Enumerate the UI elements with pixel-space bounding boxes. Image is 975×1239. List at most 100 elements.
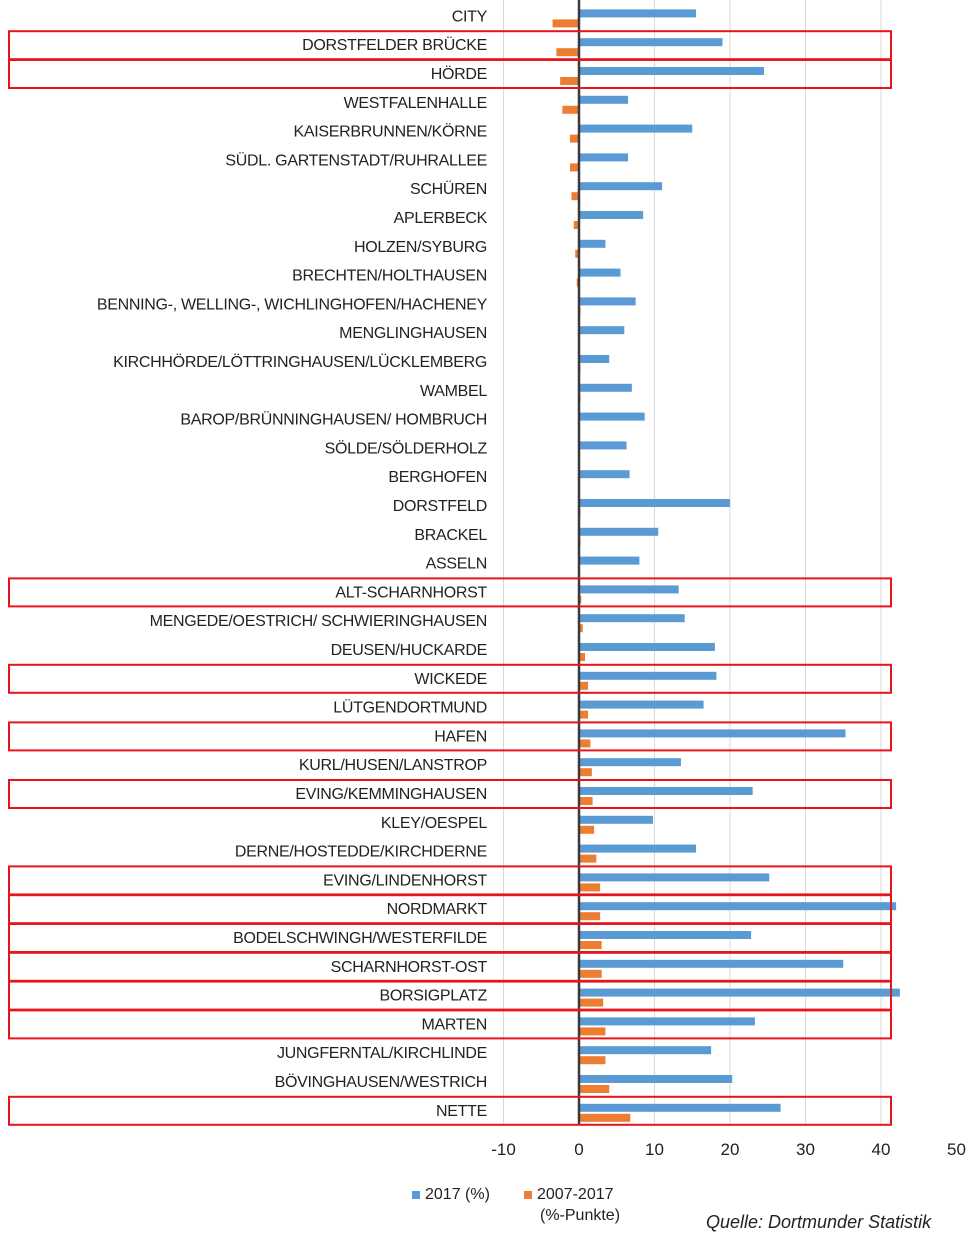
bar-change	[579, 883, 601, 892]
bar-change	[569, 134, 579, 143]
x-tick-label: -10	[491, 1140, 516, 1159]
bar-2017	[579, 412, 645, 421]
category-label: MARTEN	[422, 1016, 487, 1033]
bar-change	[579, 854, 597, 863]
axis: -10 0 10 20 30 40 50	[491, 0, 966, 1159]
category-label: BÖVINGHAUSEN/WESTRICH	[275, 1073, 487, 1091]
highlight-box	[8, 663, 892, 694]
category-label: HÖRDE	[431, 65, 487, 83]
legend-label-change-line2: (%-Punkte)	[540, 1207, 621, 1224]
highlight-box	[8, 59, 892, 89]
category-label: BENNING-, WELLING-, WICHLINGHOFEN/HACHEN…	[97, 296, 488, 313]
bar-change	[579, 653, 586, 661]
x-tick-label: 40	[872, 1140, 891, 1159]
category-label: KAISERBRUNNEN/KÖRNE	[294, 123, 487, 141]
x-tick-label: 20	[721, 1140, 740, 1159]
bar-change	[579, 825, 595, 834]
category-label: HAFEN	[434, 728, 487, 745]
bar-2017	[579, 95, 629, 104]
bar-2017	[579, 959, 844, 968]
category-label: DEUSEN/HUCKARDE	[331, 642, 487, 659]
bar-2017	[579, 527, 659, 536]
bar-2017	[579, 9, 697, 18]
category-label: DORSTFELDER BRÜCKE	[302, 36, 487, 54]
category-label: BERGHOFEN	[388, 469, 487, 486]
bar-change	[579, 768, 592, 777]
category-label: ASSELN	[426, 556, 487, 573]
legend-label-change-line1: 2007-2017	[537, 1186, 614, 1203]
category-label: EVING/LINDENHORST	[323, 872, 487, 889]
x-tick-label: 30	[796, 1140, 815, 1159]
bar-2017	[579, 499, 730, 507]
bar-2017	[579, 671, 717, 680]
bar-change	[579, 681, 589, 690]
bar-change	[560, 77, 579, 85]
bar-2017	[579, 239, 606, 248]
category-label: JUNGFERNTAL/KIRCHLINDE	[277, 1045, 487, 1062]
bar-change	[579, 969, 602, 978]
bar-change	[579, 1085, 610, 1093]
bar-2017	[579, 758, 681, 767]
legend-item-2017: 2017 (%)	[412, 1186, 490, 1204]
legend-swatch-orange	[524, 1190, 532, 1199]
bar-change	[579, 739, 591, 748]
bar-2017	[579, 441, 627, 450]
bar-2017	[579, 787, 753, 795]
category-label: BRACKEL	[414, 527, 487, 544]
highlight-box	[8, 577, 892, 608]
highlight-box	[8, 1009, 892, 1040]
bar-change	[552, 19, 579, 28]
category-label: EVING/KEMMINGHAUSEN	[295, 786, 487, 803]
bar-2017	[579, 873, 770, 882]
category-label: SÖLDE/SÖLDERHOLZ	[325, 439, 488, 457]
highlight-box	[8, 721, 892, 752]
category-label: SCHÜREN	[410, 180, 487, 198]
category-label: SÜDL. GARTENSTADT/RUHRALLEE	[225, 151, 487, 169]
bar-2017	[579, 988, 900, 997]
bar-2017	[579, 700, 704, 709]
highlight-box	[8, 1095, 892, 1126]
bar-2017	[579, 614, 685, 623]
category-label: KLEY/OESPEL	[381, 815, 487, 832]
bar-change	[579, 624, 583, 633]
bar-2017	[579, 153, 629, 162]
x-tick-label: 10	[645, 1140, 664, 1159]
bar-change	[569, 163, 579, 172]
category-label: ALT-SCHARNHORST	[335, 584, 487, 601]
bar-2017	[579, 67, 764, 75]
category-label: BODELSCHWINGH/WESTERFILDE	[233, 930, 487, 947]
bar-2017	[579, 268, 621, 277]
bar-change	[562, 105, 579, 114]
legend-label-2017: 2017 (%)	[425, 1186, 490, 1203]
category-label: APLERBECK	[394, 210, 488, 227]
bar-change	[579, 1027, 606, 1036]
bar-change	[579, 941, 602, 949]
bar-2017	[579, 1103, 781, 1112]
highlight-boxes	[8, 30, 892, 1126]
bar-2017	[579, 124, 693, 133]
bar-change	[573, 221, 579, 229]
category-label: MENGEDE/OESTRICH/ SCHWIERINGHAUSEN	[150, 613, 487, 630]
bar-change	[579, 912, 601, 921]
x-tick-label: 50	[947, 1140, 966, 1159]
bar-2017	[579, 902, 897, 911]
category-label: HOLZEN/SYBURG	[354, 239, 487, 256]
x-tick-label: 0	[574, 1140, 583, 1159]
source-note: Quelle: Dortmunder Statistik	[706, 1212, 932, 1232]
bar-2017	[579, 297, 636, 306]
bar-2017	[579, 931, 752, 939]
legend-item-change: 2007-2017	[524, 1186, 614, 1204]
bar-2017	[579, 470, 630, 479]
highlight-box	[8, 779, 892, 809]
bar-2017	[579, 326, 625, 335]
category-label: BORSIGPLATZ	[379, 988, 487, 1005]
bar-2017	[579, 355, 610, 363]
bar-change	[579, 998, 604, 1007]
bar-change	[579, 710, 589, 719]
category-label: NORDMARKT	[387, 901, 488, 918]
category-label: SCHARNHORST-OST	[331, 959, 488, 976]
category-label: DORSTFELD	[393, 498, 487, 515]
category-label: CITY	[452, 8, 488, 25]
bar-2017	[579, 556, 640, 565]
district-bar-chart: -10 0 10 20 30 40 50 CITY DORSTFELDER BRÜCKE HÖR…	[8, 0, 966, 1159]
